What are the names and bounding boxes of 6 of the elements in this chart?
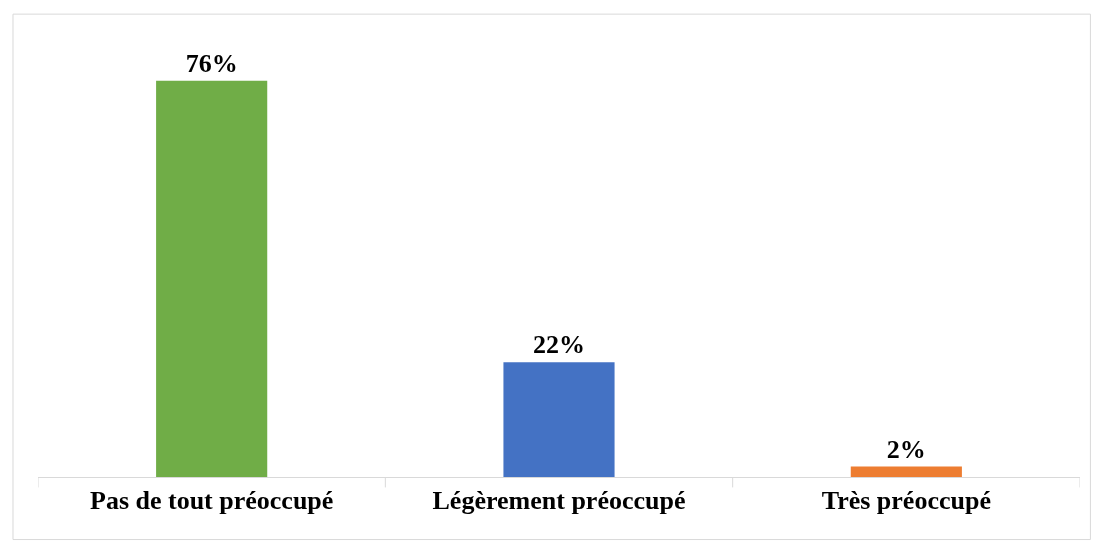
- x-tick-label: Légèrement préoccupé: [432, 486, 686, 516]
- data-label: 76%: [185, 48, 238, 78]
- x-tick-label: Pas de tout préoccupé: [89, 486, 334, 516]
- x-tick-label: Très préoccupé: [821, 486, 991, 516]
- data-label: 2%: [886, 434, 926, 464]
- data-label: 22%: [533, 330, 585, 360]
